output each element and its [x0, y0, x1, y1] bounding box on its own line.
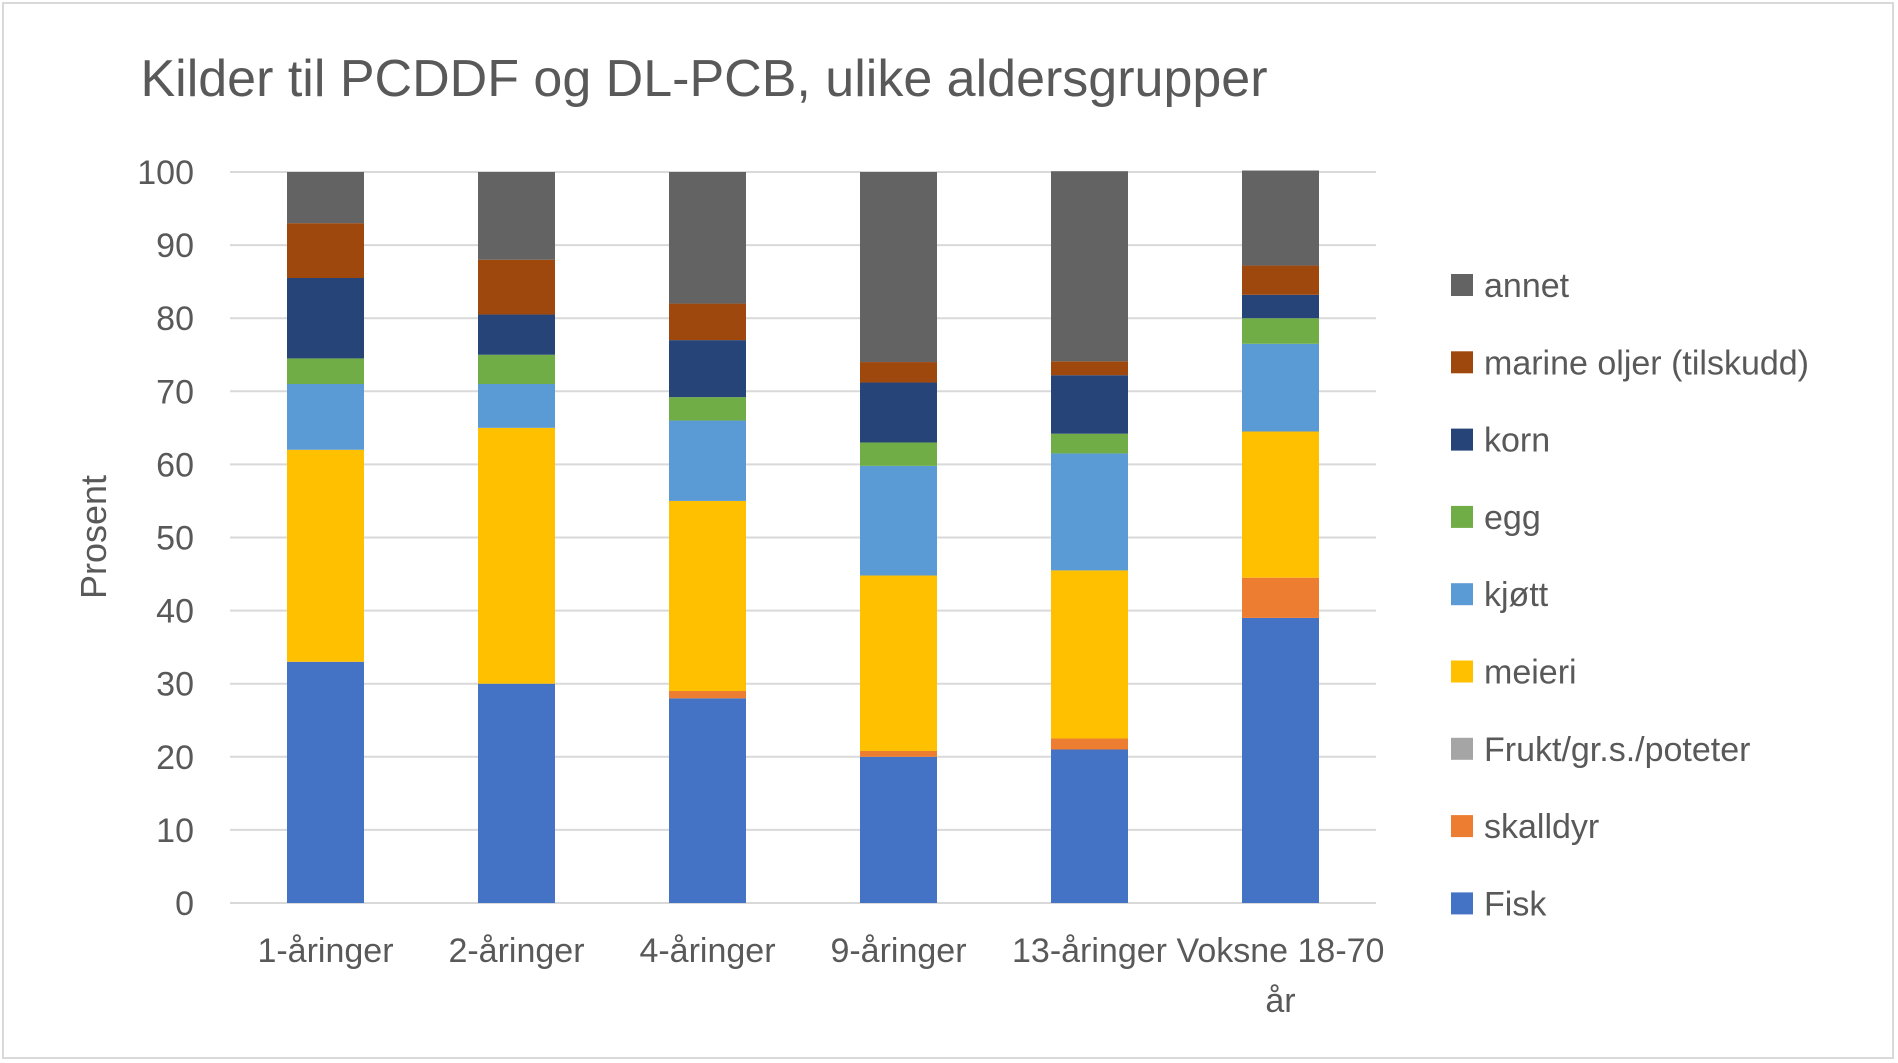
bar-segment-kjøtt — [1051, 453, 1128, 571]
bar-segment-annet — [287, 172, 364, 224]
legend-swatch — [1451, 351, 1473, 374]
legend-label: Frukt/gr.s./poteter — [1484, 731, 1750, 769]
x-tick-label: 9-åringer — [830, 932, 966, 970]
bar-segment-marine — [1051, 361, 1128, 376]
bar-segment-marine — [860, 362, 937, 383]
y-tick-label: 0 — [175, 885, 194, 923]
bar-segment-skalldyr — [860, 750, 937, 757]
x-tick-label: 2-åringer — [448, 932, 584, 970]
y-axis-label: Prosent — [73, 475, 114, 599]
bar-segment-annet — [1242, 170, 1319, 266]
bar-segment-meieri — [478, 427, 555, 684]
bar-segment-fisk — [860, 756, 937, 903]
bar-stacks — [287, 170, 1319, 903]
legend-label: marine oljer (tilskudd) — [1484, 344, 1809, 382]
bar-segment-korn — [669, 340, 746, 398]
bar-segment-meieri — [1051, 570, 1128, 739]
bar-segment-egg — [669, 397, 746, 421]
bar-segment-kjøtt — [287, 383, 364, 450]
x-tick-label: 4-åringer — [639, 932, 775, 970]
bar-segment-meieri — [860, 575, 937, 751]
y-tick-label: 100 — [137, 154, 194, 192]
bar-segment-egg — [1051, 433, 1128, 454]
bar-segment-egg — [1242, 318, 1319, 344]
bar-segment-korn — [860, 382, 937, 443]
bar-segment-meieri — [1242, 431, 1319, 578]
bar-segment-skalldyr — [1051, 738, 1128, 750]
y-tick-label: 70 — [156, 373, 194, 411]
bar-segment-egg — [287, 358, 364, 384]
legend-label: annet — [1484, 267, 1570, 305]
bar-segment-meieri — [669, 500, 746, 692]
bar-segment-kjøtt — [669, 420, 746, 501]
bar-segment-fisk — [478, 683, 555, 903]
legend-swatch — [1451, 428, 1473, 451]
legend-label: egg — [1484, 499, 1541, 537]
chart-title: Kilder til PCDDF og DL-PCB, ulike alders… — [140, 50, 1267, 108]
legend-swatch — [1451, 505, 1473, 528]
legend-label: kjøtt — [1484, 576, 1549, 614]
y-tick-label: 30 — [156, 666, 194, 704]
y-tick-label: 40 — [156, 593, 194, 631]
bar-segment-annet — [860, 172, 937, 363]
bar-segment-fisk — [1242, 617, 1319, 903]
legend-swatch — [1451, 892, 1473, 915]
bar-segment-kjøtt — [860, 465, 937, 576]
bar-segment-skalldyr — [669, 691, 746, 699]
stacked-bar-chart: Kilder til PCDDF og DL-PCB, ulike alders… — [73, 50, 1809, 1020]
y-tick-label: 90 — [156, 227, 194, 265]
x-tick-label: 1-åringer — [257, 932, 393, 970]
y-tick-label: 10 — [156, 812, 194, 850]
bar-segment-kjøtt — [1242, 343, 1319, 432]
y-tick-label: 80 — [156, 300, 194, 338]
bar-segment-meieri — [287, 449, 364, 662]
legend-swatch — [1451, 274, 1473, 296]
bar-segment-egg — [860, 442, 937, 466]
legend-label: meieri — [1484, 654, 1577, 692]
bar-segment-kjøtt — [478, 383, 555, 428]
bar-segment-fisk — [287, 661, 364, 903]
bar-segment-marine — [1242, 265, 1319, 295]
y-tick-label: 20 — [156, 739, 194, 777]
legend-swatch — [1451, 737, 1473, 760]
bar-segment-marine — [478, 259, 555, 315]
gridlines — [230, 171, 1376, 904]
legend-label: korn — [1484, 422, 1550, 460]
bar-segment-annet — [478, 172, 555, 260]
bar-segment-korn — [1051, 375, 1128, 434]
x-tick-label: Voksne 18-70 år — [1177, 932, 1385, 1020]
bar-segment-marine — [287, 223, 364, 278]
x-tick-labels: 1-åringer 2-åringer 4-åringer 9-åringer 13-å… — [257, 932, 1384, 1020]
legend: annet marine oljer (tilskudd) korn egg kjøtt… — [1451, 267, 1809, 923]
bar-segment-skalldyr — [1242, 577, 1319, 618]
bar-segment-marine — [669, 303, 746, 341]
bar-segment-korn — [287, 277, 364, 359]
bar-segment-korn — [478, 314, 555, 355]
y-tick-label: 50 — [156, 520, 194, 558]
bar-segment-annet — [1051, 171, 1128, 362]
legend-label: Fisk — [1484, 885, 1547, 923]
bar-segment-egg — [478, 354, 555, 384]
bar-segment-korn — [1242, 294, 1319, 319]
y-tick-labels: 0 10 20 30 40 50 60 70 80 90 100 — [137, 154, 194, 923]
x-tick-label: 13-åringer — [1012, 932, 1167, 970]
legend-label: skalldyr — [1484, 808, 1599, 846]
legend-swatch — [1451, 583, 1473, 606]
legend-swatch — [1451, 815, 1473, 838]
bar-segment-fisk — [1051, 749, 1128, 903]
legend-swatch — [1451, 660, 1473, 683]
bar-segment-annet — [669, 172, 746, 304]
bar-segment-fisk — [669, 698, 746, 903]
y-tick-label: 60 — [156, 446, 194, 484]
